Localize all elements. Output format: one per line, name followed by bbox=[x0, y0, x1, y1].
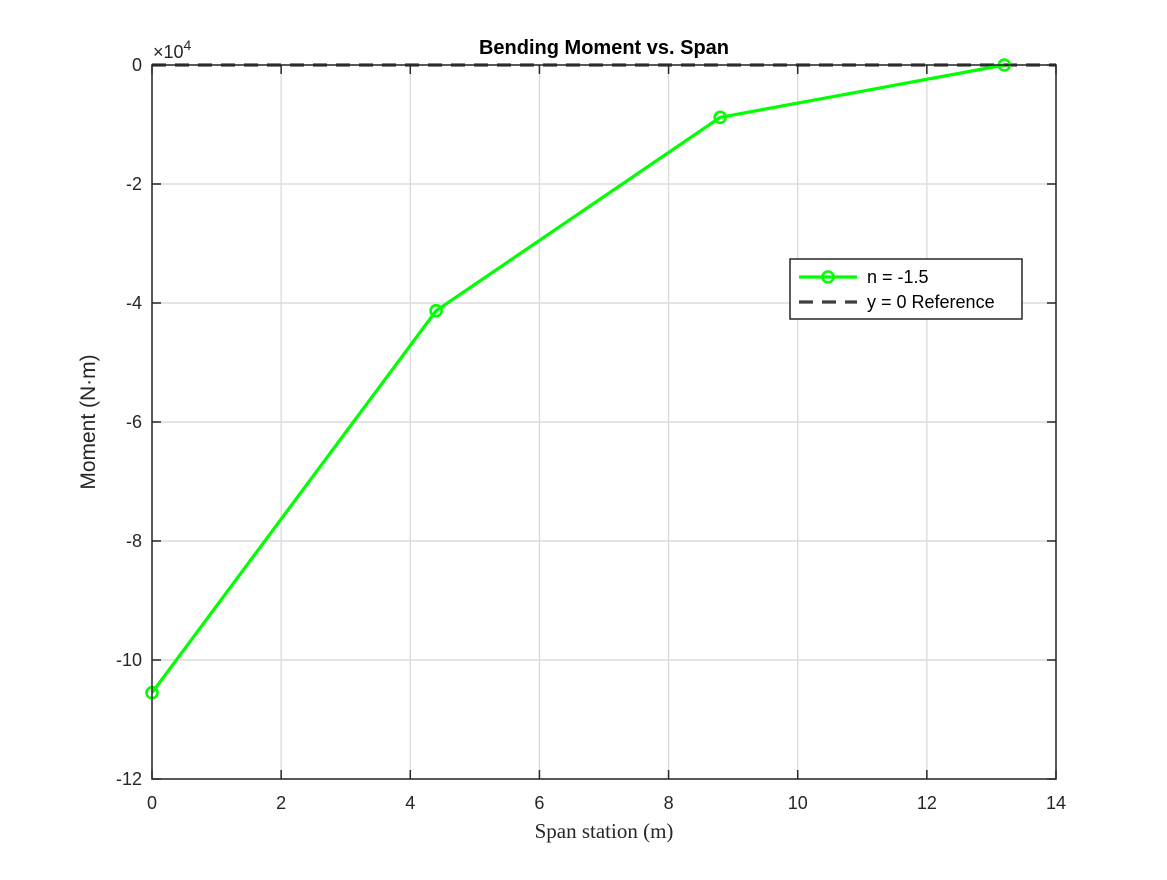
x-tick-label: 0 bbox=[147, 793, 157, 813]
legend-marker-n-1-5 bbox=[821, 270, 835, 284]
legend-label-reference: y = 0 Reference bbox=[867, 292, 995, 312]
x-tick-label: 2 bbox=[276, 793, 286, 813]
ticks: 0 2 4 6 8 10 12 14 -12 -10 -8 -6 -4 -2 0 bbox=[116, 55, 1066, 813]
x-axis-label: Span station (m) bbox=[535, 819, 674, 843]
y-axis-label: Moment (N·m) bbox=[77, 354, 100, 489]
x-tick-label: 10 bbox=[788, 793, 808, 813]
x-tick-label: 6 bbox=[534, 793, 544, 813]
y-tick-label: -8 bbox=[126, 531, 142, 551]
y-tick-label: -2 bbox=[126, 174, 142, 194]
series-line-n-1-5 bbox=[150, 63, 1005, 694]
x-tick-label: 8 bbox=[664, 793, 674, 813]
y-axis-scale-factor: ×10 bbox=[153, 42, 184, 62]
y-tick-label: 0 bbox=[132, 55, 142, 75]
axis-labels: Bending Moment vs. Span Moment (N·m) Spa… bbox=[77, 37, 729, 843]
y-tick-label: -12 bbox=[116, 769, 142, 789]
y-tick-label: -10 bbox=[116, 650, 142, 670]
legend-label-n-1-5: n = -1.5 bbox=[867, 267, 929, 287]
x-tick-label: 12 bbox=[917, 793, 937, 813]
y-axis-scale-exponent: 4 bbox=[184, 37, 192, 53]
chart-title: Bending Moment vs. Span bbox=[479, 37, 729, 59]
x-tick-label: 4 bbox=[405, 793, 415, 813]
legend-box bbox=[789, 258, 1023, 320]
data-point-marker bbox=[429, 303, 443, 318]
legend: n = -1.5 y = 0 Reference bbox=[789, 258, 1023, 320]
y-tick-label: -4 bbox=[126, 293, 142, 313]
x-tick-label: 14 bbox=[1046, 793, 1066, 813]
y-tick-label: -6 bbox=[126, 412, 142, 432]
data-point-marker bbox=[713, 110, 728, 125]
y-axis-exponent: ×104 bbox=[153, 37, 192, 62]
